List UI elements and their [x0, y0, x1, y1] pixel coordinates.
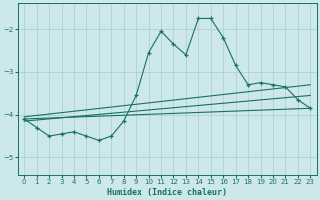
X-axis label: Humidex (Indice chaleur): Humidex (Indice chaleur) — [107, 188, 227, 197]
